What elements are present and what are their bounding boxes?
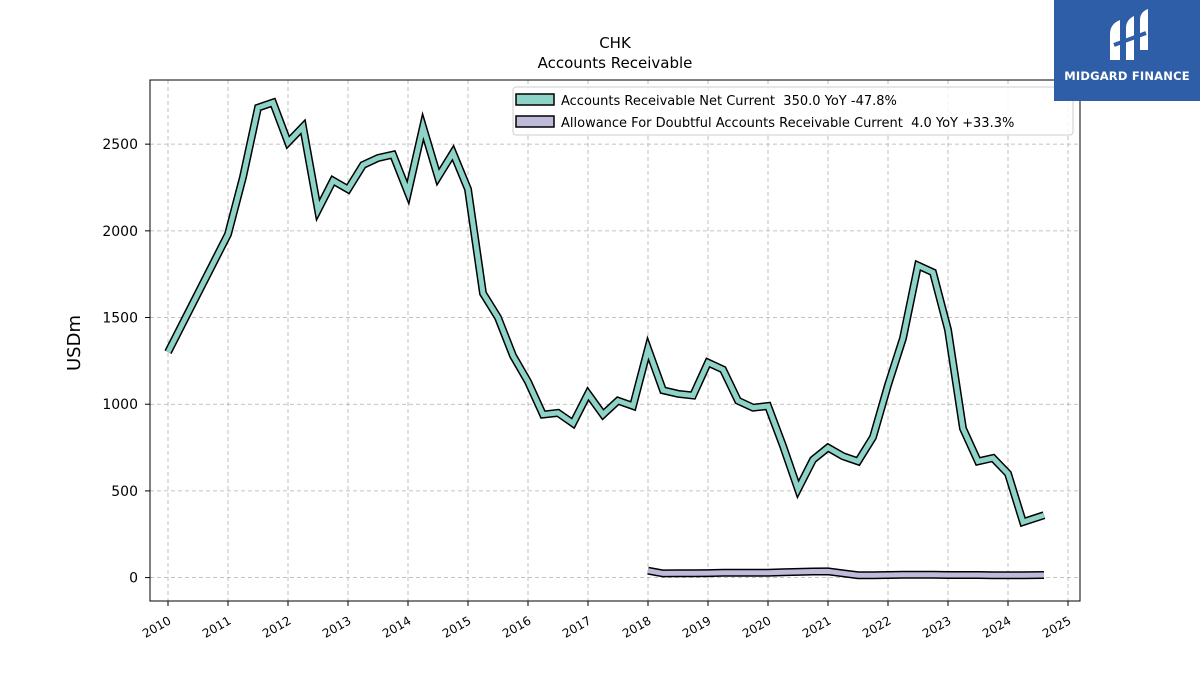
x-tick-label: 2014: [380, 613, 413, 640]
x-tick-label: 2015: [440, 613, 473, 640]
series-allowance: [647, 566, 1045, 580]
midgard-logo-icon: [1110, 9, 1148, 60]
series-lines: [164, 97, 1046, 580]
x-axis: 2010 2011 2012 2013 2014 2015 2016 2017 2018 2019…: [140, 601, 1074, 641]
y-axis: 0 500 1000 1500 2000 2500: [102, 137, 150, 587]
y-tick-label: 2000: [102, 224, 138, 240]
grid: [150, 80, 1080, 601]
x-tick-label: 2020: [740, 613, 773, 640]
legend: Accounts Receivable Net Current 350.0 Yo…: [512, 86, 1074, 136]
y-tick-label: 2500: [102, 137, 138, 153]
chart-subtitle: Accounts Receivable: [538, 54, 693, 72]
y-tick-label: 1000: [102, 397, 138, 413]
x-tick-label: 2018: [620, 613, 653, 640]
y-tick-label: 500: [111, 484, 138, 500]
legend-swatch-allowance: [515, 115, 555, 128]
x-tick-label: 2010: [140, 613, 173, 640]
series-accounts-receivable: [164, 97, 1046, 528]
y-tick-label: 1500: [102, 311, 138, 327]
x-tick-label: 2024: [980, 613, 1013, 640]
brand-logo: MIDGARD FINANCE: [1054, 0, 1200, 101]
x-tick-label: 2019: [680, 613, 713, 640]
x-tick-label: 2016: [500, 613, 533, 640]
x-tick-label: 2023: [920, 613, 953, 640]
series-line: [647, 568, 1045, 578]
y-tick-label: 0: [129, 571, 138, 587]
x-tick-label: 2022: [860, 613, 893, 640]
x-tick-label: 2021: [800, 613, 833, 640]
legend-box: [512, 86, 1074, 136]
brand-name: MIDGARD FINANCE: [1064, 69, 1190, 83]
series-line: [165, 99, 1045, 526]
plot-area-frame: [149, 79, 1081, 602]
x-tick-label: 2017: [560, 613, 593, 640]
y-axis-label: USDm: [64, 315, 85, 371]
x-tick-label: 2025: [1040, 613, 1073, 640]
legend-label-allowance: Allowance For Doubtful Accounts Receivab…: [561, 116, 1014, 131]
legend-swatch-accounts-receivable: [515, 93, 555, 106]
legend-label-accounts-receivable: Accounts Receivable Net Current 350.0 Yo…: [561, 94, 897, 109]
chart-title: CHK: [599, 34, 632, 52]
series-line-outline: [164, 97, 1046, 528]
x-tick-label: 2012: [260, 613, 293, 640]
x-tick-label: 2011: [200, 613, 233, 640]
x-tick-label: 2013: [320, 613, 353, 640]
